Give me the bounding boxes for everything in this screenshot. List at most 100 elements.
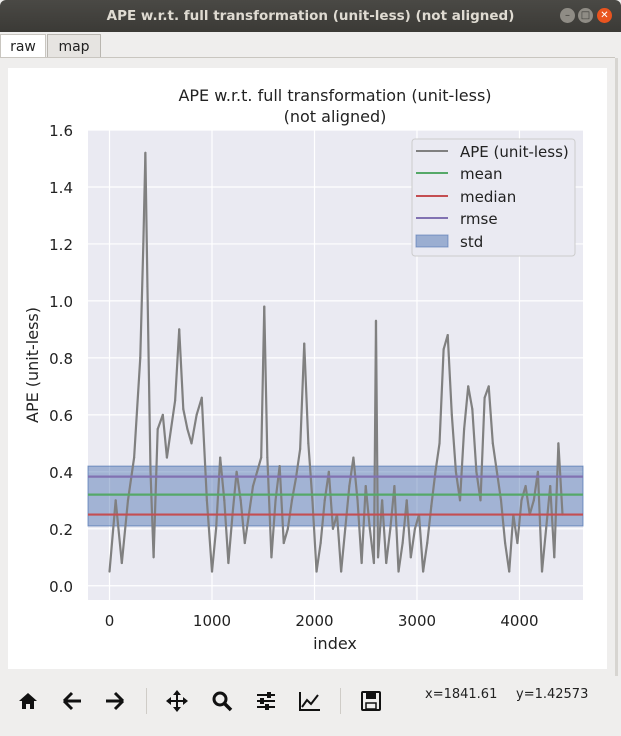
ape-line-segment: [393, 484, 400, 573]
ape-line-segment: [144, 151, 149, 288]
ape-line-segment: [536, 470, 544, 573]
ape-line-segment: [231, 470, 238, 516]
y-tick-label: 0.4: [49, 464, 73, 482]
y-tick-label: 1.4: [49, 179, 73, 197]
ape-line-segment: [479, 396, 486, 502]
ape-line-segment: [223, 499, 230, 565]
ape-line-segment: [239, 499, 246, 545]
cursor-y-readout: y=1.42573: [516, 687, 589, 702]
ape-line-segment: [215, 456, 222, 530]
forward-icon[interactable]: [99, 686, 131, 716]
x-tick-label: 3000: [398, 612, 436, 630]
ape-line-segment: [282, 527, 289, 545]
ape-line-segment: [405, 499, 412, 559]
ape-line-segment: [409, 527, 417, 559]
ape-line-segment: [491, 442, 499, 473]
ape-line-segment: [549, 484, 556, 559]
maximize-icon[interactable]: □: [578, 8, 593, 23]
y-tick-label: 0.2: [49, 521, 73, 539]
ape-line-segment: [426, 504, 433, 545]
ape-line-segment: [487, 385, 494, 445]
tick-labels: 0.0 0.2 0.4 0.6 0.8 1.0 1.2 1.4 1.6 0 1000 2000 3000…: [49, 122, 538, 630]
ape-line-segment: [528, 499, 535, 516]
ape-line-segment: [190, 413, 198, 445]
chart-subtitle: (not aligned): [284, 107, 387, 126]
y-axis-label: APE (unit-less): [23, 307, 42, 423]
ape-line-segment: [516, 499, 523, 545]
ape-line-segment: [422, 541, 429, 573]
ape-line-segment: [434, 442, 441, 473]
ape-chart[interactable]: 0.0 0.2 0.4 0.6 0.8 1.0 1.2 1.4 1.6 0 1000 2000 3000…: [0, 0, 621, 676]
tab-divider: [0, 57, 615, 58]
ape-line-segment: [182, 408, 189, 431]
stat-lines-group: [88, 475, 583, 516]
ape-line-segment: [139, 242, 145, 359]
ape-line-segment: [152, 427, 159, 559]
cursor-x-readout: x=1841.61: [425, 687, 498, 702]
zoom-icon[interactable]: [206, 686, 238, 716]
home-icon[interactable]: [12, 686, 44, 716]
tab-raw[interactable]: raw: [0, 34, 46, 58]
ape-line-segment: [290, 476, 298, 502]
ape-line-segment: [108, 499, 117, 573]
legend-label-mean: mean: [460, 165, 503, 183]
ape-line-segment: [165, 427, 173, 459]
save-icon[interactable]: [355, 686, 387, 716]
ape-line-segment: [319, 499, 326, 545]
ape-line-segment: [401, 499, 408, 545]
ape-line-segment: [397, 541, 404, 573]
pan-icon[interactable]: [161, 686, 193, 716]
ape-line-segment: [311, 499, 318, 573]
ape-line-segment: [146, 285, 152, 473]
ape-line-segment: [178, 328, 185, 411]
ape-line-segment: [227, 513, 234, 565]
ape-line-segment: [114, 499, 123, 565]
ape-line-segment: [243, 513, 251, 545]
ape-line-segment: [255, 456, 263, 473]
ape-line-segment: [270, 499, 277, 559]
tab-bar: raw map: [0, 32, 621, 58]
ape-line-segment: [247, 484, 255, 516]
chart-title: APE w.r.t. full transformation (unit-les…: [178, 86, 491, 105]
ape-line-segment: [364, 484, 371, 530]
y-tick-label: 0.0: [49, 578, 73, 596]
ape-line-segment: [508, 513, 515, 573]
legend-label-ape: APE (unit-less): [460, 143, 569, 161]
ape-line-segment: [294, 447, 302, 479]
ape-line-segment: [376, 499, 384, 559]
legend-label-median: median: [460, 188, 516, 206]
x-axis-label: index: [313, 634, 357, 653]
legend-label-std: std: [460, 233, 483, 251]
ape-line-segment: [169, 399, 177, 431]
scrollbar[interactable]: [615, 58, 618, 676]
ape-line-segment: [540, 527, 548, 573]
ape-line-segment: [381, 499, 388, 565]
ape-line-segment: [348, 456, 355, 488]
ape-line-segment: [512, 513, 519, 545]
ape-line-segment: [557, 442, 564, 516]
ape-line-segment: [266, 456, 273, 559]
ape-line-segment: [299, 342, 306, 451]
ape-line-segment: [417, 513, 425, 573]
ape-line-segment: [463, 385, 470, 431]
window-title: APE w.r.t. full transformation (unit-les…: [106, 8, 515, 24]
ape-line-segment: [174, 328, 181, 402]
back-icon[interactable]: [56, 686, 88, 716]
legend-box: [411, 138, 576, 257]
close-icon[interactable]: ✕: [597, 8, 612, 23]
ape-line-segment: [374, 319, 380, 559]
edit-axis-icon[interactable]: [294, 686, 326, 716]
x-tick-label: 0: [105, 612, 115, 630]
x-tick-label: 4000: [500, 612, 538, 630]
x-tick-label: 1000: [193, 612, 231, 630]
ape-line-segment: [352, 456, 359, 502]
ape-line-segment: [278, 465, 285, 545]
ape-line-segment: [385, 527, 392, 565]
ape-series-group: [108, 151, 564, 573]
minimize-icon[interactable]: –: [560, 8, 575, 23]
y-tick-label: 1.2: [49, 236, 73, 254]
ape-line-segment: [307, 442, 314, 502]
ape-line-segment: [210, 527, 218, 573]
configure-subplots-icon[interactable]: [250, 686, 282, 716]
legend-label-rmse: rmse: [460, 210, 498, 228]
